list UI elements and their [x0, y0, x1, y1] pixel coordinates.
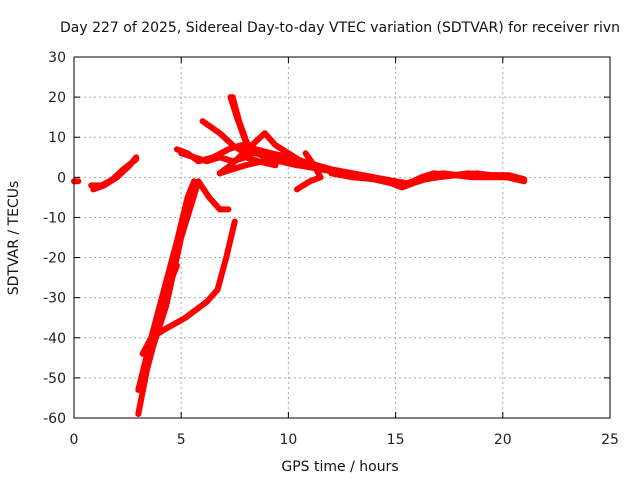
- y-tick-label: 0: [57, 170, 66, 186]
- y-tick-label: -40: [43, 331, 66, 347]
- series-track-6: [139, 178, 232, 389]
- series-group: [71, 94, 528, 417]
- y-tick-label: -10: [43, 210, 66, 226]
- series-track-18: [392, 170, 523, 187]
- y-tick-label: 30: [48, 50, 66, 66]
- y-tick-label: -30: [43, 291, 66, 307]
- x-tick-label: 25: [601, 432, 619, 448]
- chart-title: Day 227 of 2025, Sidereal Day-to-day VTE…: [60, 20, 620, 36]
- grid-lines: [74, 57, 610, 418]
- x-tick-label: 10: [279, 432, 297, 448]
- x-tick-label: 0: [70, 432, 79, 448]
- y-tick-label: 20: [48, 90, 66, 106]
- y-tick-label: 10: [48, 130, 66, 146]
- series-track-15: [294, 150, 324, 193]
- series-track-12: [229, 94, 292, 161]
- y-tick-label: -20: [43, 251, 66, 267]
- series-track-7: [139, 218, 238, 357]
- x-tick-label: 15: [387, 432, 405, 448]
- x-tick-label: 20: [494, 432, 512, 448]
- y-tick-label: -60: [43, 411, 66, 427]
- y-axis-label: SDTVAR / TECUs: [6, 181, 22, 296]
- y-axis-ticks: -60 -50 -40 -30 -20 -10 0 10 20 30: [43, 50, 610, 427]
- x-axis-label: GPS time / hours: [281, 459, 398, 475]
- x-tick-label: 5: [177, 432, 186, 448]
- series-track-3: [90, 154, 140, 193]
- y-tick-label: -50: [43, 371, 66, 387]
- series-track-14: [216, 130, 305, 177]
- plot-frame: [73, 56, 611, 419]
- x-axis-ticks: 0 5 10 15 20 25: [70, 57, 619, 448]
